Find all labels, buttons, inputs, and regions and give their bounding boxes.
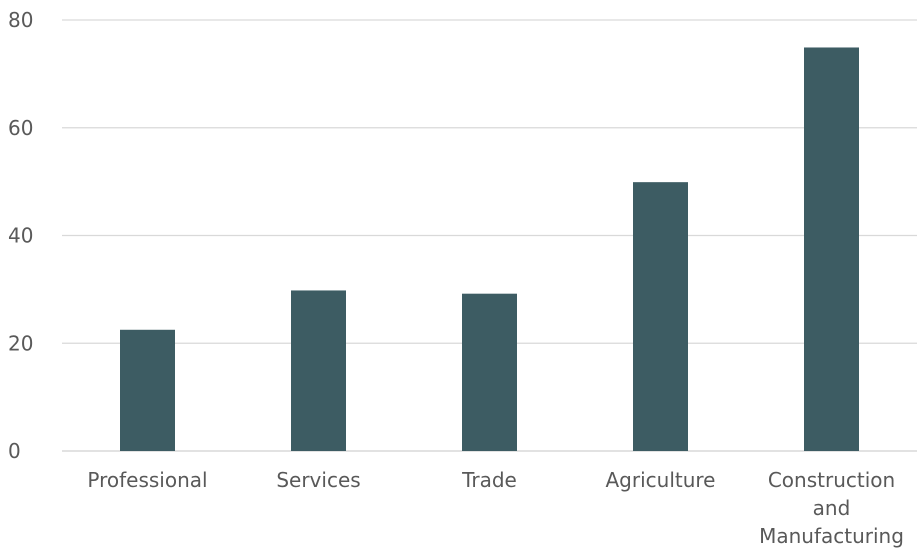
x-tick-label-professional: Professional — [87, 468, 207, 492]
bar-trade — [462, 293, 517, 451]
bar-professional — [120, 329, 175, 451]
y-tick-label-60: 60 — [8, 116, 33, 140]
x-tick-label-construction-and-manufacturing: Construction and Manufacturing — [759, 468, 904, 548]
y-tick-label-80: 80 — [8, 8, 33, 32]
y-axis-tick-labels: 0 20 40 60 80 — [8, 8, 33, 463]
x-tick-label-trade: Trade — [461, 468, 517, 492]
bar-construction-and-manufacturing — [804, 47, 859, 451]
bars — [120, 47, 859, 451]
bar-services — [291, 290, 346, 451]
x-axis-category-labels: Professional Services Trade Agriculture Cons… — [87, 468, 904, 548]
x-tick-label-services: Services — [276, 468, 360, 492]
bar-agriculture — [633, 182, 688, 451]
y-tick-label-0: 0 — [8, 439, 21, 463]
x-tick-label-agriculture: Agriculture — [606, 468, 716, 492]
y-tick-label-20: 20 — [8, 331, 33, 355]
y-tick-label-40: 40 — [8, 224, 33, 248]
